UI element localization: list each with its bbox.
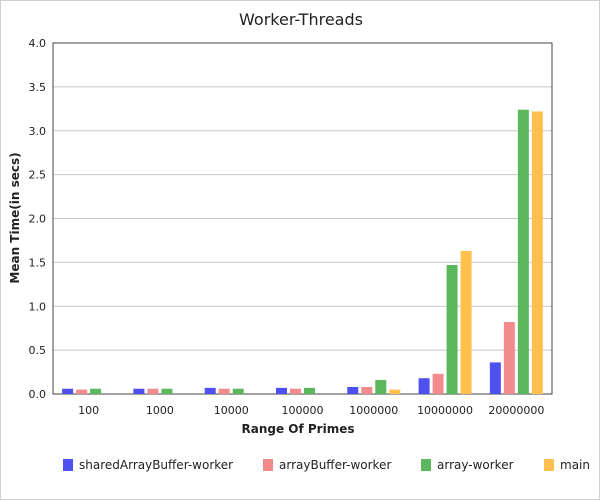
- y-tick-label: 0.0: [29, 388, 47, 401]
- bar-sharedarraybuffer-worker: [489, 362, 501, 394]
- bar-main: [460, 250, 472, 394]
- x-tick-label: 1000000: [349, 404, 398, 417]
- chart-title: Worker-Threads: [239, 10, 363, 29]
- bar-array-worker: [90, 388, 102, 394]
- bar-arraybuffer-worker: [503, 322, 515, 394]
- bar-array-worker: [161, 388, 173, 394]
- bar-arraybuffer-worker: [361, 386, 373, 394]
- y-tick-label: 0.5: [29, 344, 47, 357]
- legend-swatch: [263, 459, 273, 471]
- bar-sharedarraybuffer-worker: [204, 387, 216, 394]
- bar-sharedarraybuffer-worker: [418, 378, 430, 394]
- y-tick-label: 1.0: [29, 300, 47, 313]
- bar-array-worker: [232, 388, 244, 394]
- x-tick-label: 1000: [146, 404, 174, 417]
- bar-sharedarraybuffer-worker: [276, 387, 287, 394]
- x-tick-label: 10000: [214, 404, 249, 417]
- y-tick-label: 2.5: [29, 169, 47, 182]
- bar-array-worker: [517, 109, 529, 394]
- bar-arraybuffer-worker: [290, 388, 301, 394]
- bar-main: [389, 389, 401, 394]
- y-tick-label: 2.0: [29, 213, 47, 226]
- plot-area-frame: [52, 42, 553, 395]
- x-tick-label: 20000000: [488, 404, 544, 417]
- y-tick-label: 4.0: [29, 37, 47, 50]
- legend-swatch: [421, 459, 431, 471]
- legend-label: sharedArrayBuffer-worker: [79, 458, 233, 472]
- bar-array-worker: [375, 379, 387, 394]
- legend-swatch: [544, 459, 554, 471]
- bar-arraybuffer-worker: [147, 388, 159, 394]
- legend-label: arrayBuffer-worker: [279, 458, 391, 472]
- x-tick-label: 10000000: [417, 404, 473, 417]
- legend-label: main: [560, 458, 590, 472]
- bar-sharedarraybuffer-worker: [133, 388, 145, 394]
- legend-swatch: [63, 459, 73, 471]
- bar-arraybuffer-worker: [76, 389, 88, 394]
- y-tick-label: 1.5: [29, 256, 47, 269]
- bar-arraybuffer-worker: [432, 373, 444, 394]
- x-tick-label: 100: [78, 404, 99, 417]
- bar-array-worker: [446, 265, 458, 394]
- bar-sharedarraybuffer-worker: [347, 386, 359, 394]
- bar-main: [531, 111, 543, 394]
- bar-arraybuffer-worker: [218, 388, 230, 394]
- y-axis-title: Mean Time(in secs): [8, 152, 22, 283]
- x-axis-title: Range Of Primes: [242, 422, 355, 436]
- bar-sharedarraybuffer-worker: [62, 388, 74, 394]
- x-tick-label: 100000: [282, 404, 324, 417]
- y-tick-label: 3.5: [29, 81, 47, 94]
- bar-array-worker: [304, 387, 315, 394]
- y-tick-label: 3.0: [29, 125, 47, 138]
- legend-label: array-worker: [437, 458, 514, 472]
